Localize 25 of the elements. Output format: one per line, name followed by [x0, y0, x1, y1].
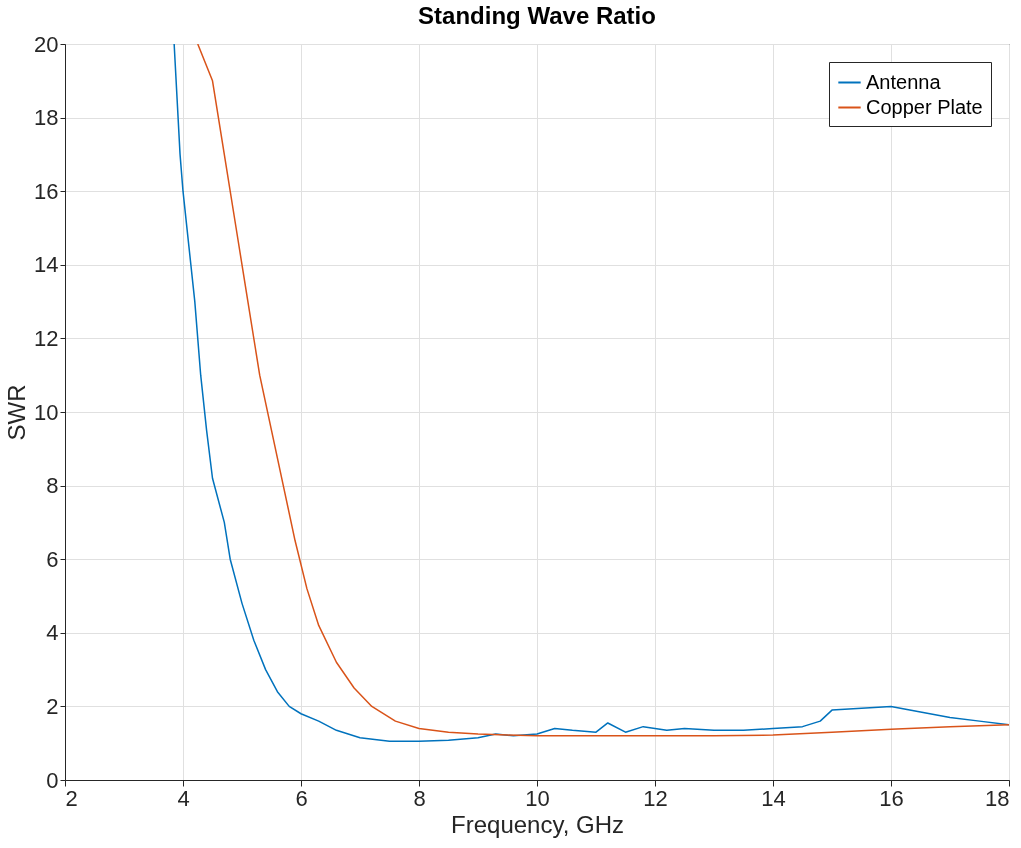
x-tick-label: 10 — [525, 785, 550, 811]
y-tick-label: 8 — [46, 473, 59, 499]
legend-label: Copper Plate — [866, 95, 983, 118]
y-axis-title: SWR — [3, 384, 31, 441]
x-tick-label: 16 — [879, 785, 904, 811]
x-tick-label: 14 — [761, 785, 786, 811]
y-tick-label: 16 — [34, 178, 59, 204]
y-tick-label: 4 — [46, 620, 59, 646]
y-tick-label: 12 — [34, 325, 59, 351]
y-tick-label: 0 — [46, 767, 59, 793]
y-tick-label: 10 — [34, 399, 59, 425]
y-tick-label: 2 — [46, 693, 59, 719]
x-tick-label: 8 — [413, 785, 426, 811]
y-tick-label: 18 — [34, 105, 59, 131]
chart-title: Standing Wave Ratio — [418, 2, 656, 29]
x-axis-title: Frequency, GHz — [451, 810, 624, 838]
y-tick-label: 20 — [34, 31, 59, 57]
x-tick-label: 6 — [295, 785, 308, 811]
x-tick-label: 2 — [65, 785, 78, 811]
legend-label: Antenna — [866, 70, 942, 93]
x-tick-label: 4 — [177, 785, 190, 811]
y-tick-label: 14 — [34, 252, 59, 278]
x-tick-label: 18 — [985, 785, 1010, 811]
y-tick-label: 6 — [46, 546, 59, 572]
x-tick-label: 12 — [643, 785, 668, 811]
